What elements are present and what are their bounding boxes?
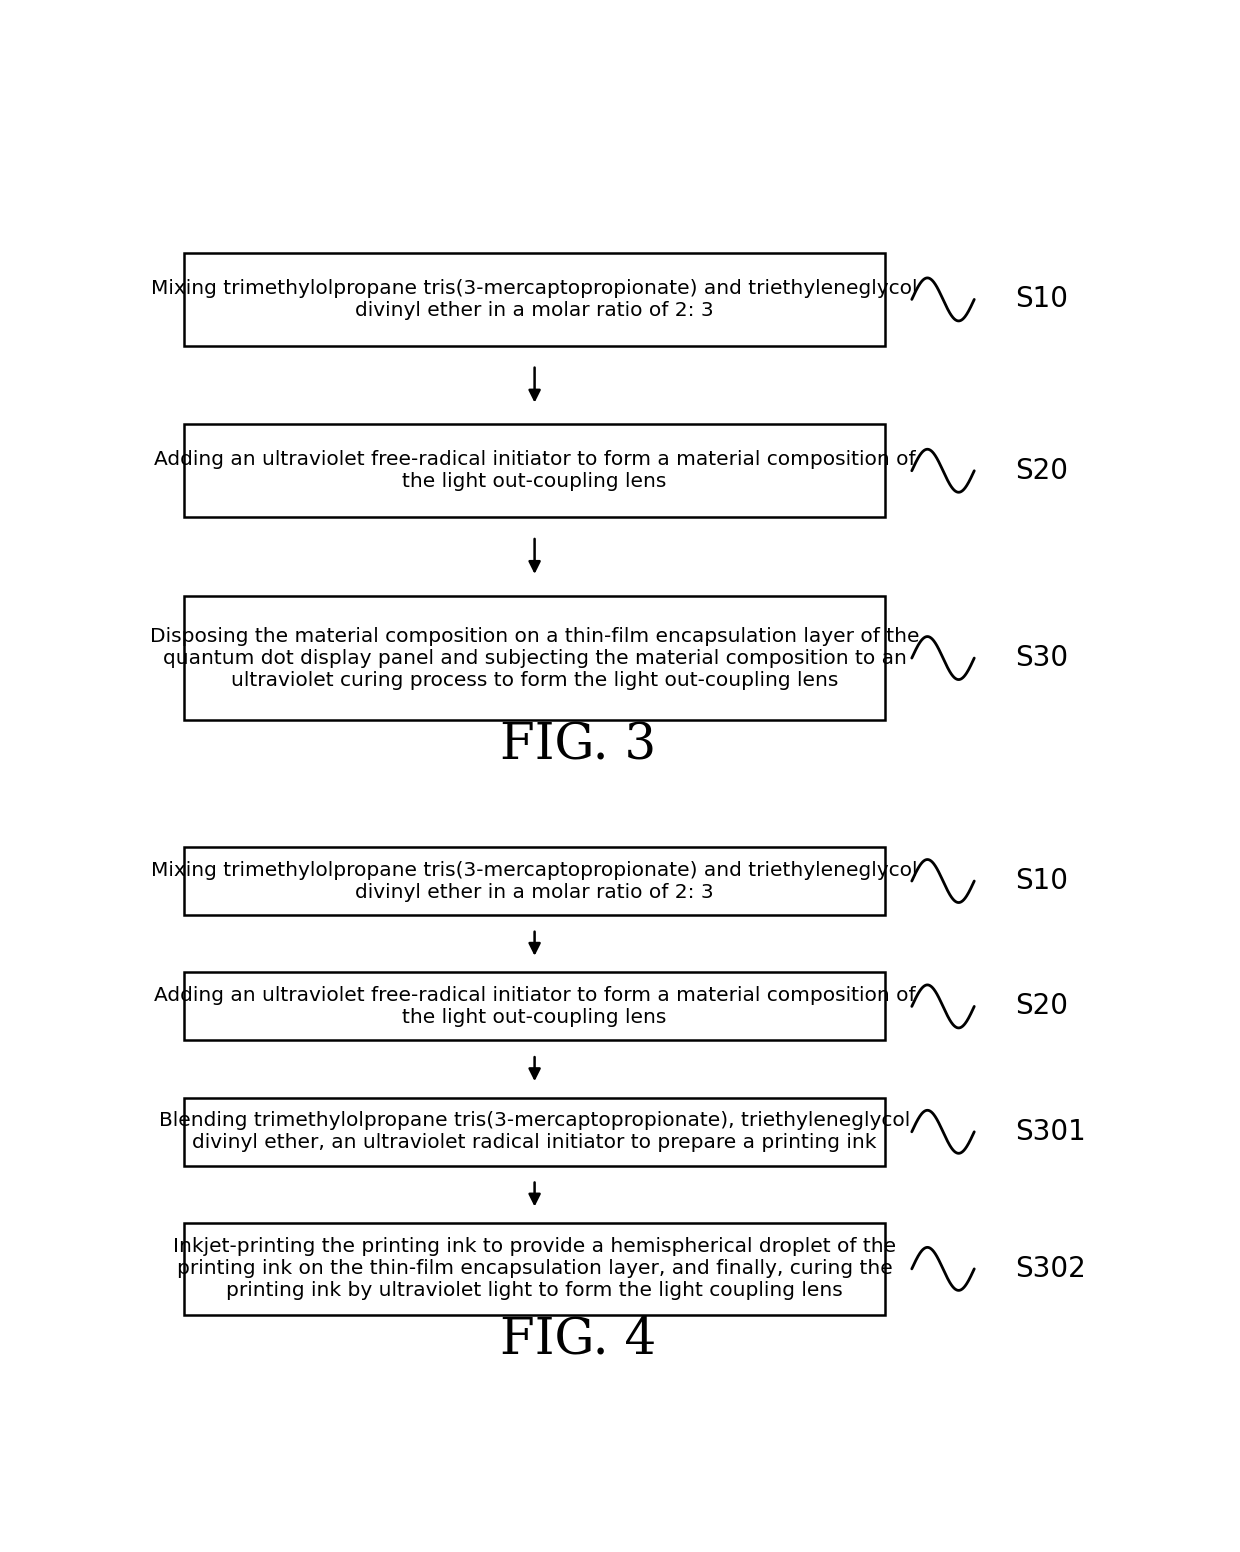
Text: S30: S30 [1016,644,1068,672]
Text: Disposing the material composition on a thin-film encapsulation layer of the
qua: Disposing the material composition on a … [150,627,919,689]
Text: Adding an ultraviolet free-radical initiator to form a material composition of
t: Adding an ultraviolet free-radical initi… [154,986,915,1027]
Text: FIG. 3: FIG. 3 [500,722,656,771]
Text: S10: S10 [1016,286,1068,314]
Bar [184,1097,885,1166]
Text: FIG. 4: FIG. 4 [500,1316,656,1364]
Text: Mixing trimethylolpropane tris(3-mercaptopropionate) and triethyleneglycol
divin: Mixing trimethylolpropane tris(3-mercapt… [151,279,918,320]
Bar [184,596,885,720]
Text: Mixing trimethylolpropane tris(3-mercaptopropionate) and triethyleneglycol
divin: Mixing trimethylolpropane tris(3-mercapt… [151,860,918,902]
Text: S302: S302 [1016,1256,1086,1284]
Text: S20: S20 [1016,456,1068,484]
Bar [184,973,885,1040]
Text: S10: S10 [1016,868,1068,896]
Text: S20: S20 [1016,992,1068,1020]
Bar [184,847,885,916]
Text: Inkjet-printing the printing ink to provide a hemispherical droplet of the
print: Inkjet-printing the printing ink to prov… [174,1237,897,1301]
Bar [184,424,885,517]
Text: Adding an ultraviolet free-radical initiator to form a material composition of
t: Adding an ultraviolet free-radical initi… [154,450,915,492]
Bar [184,1223,885,1315]
Text: S301: S301 [1016,1117,1086,1145]
Bar [184,253,885,346]
Text: Blending trimethylolpropane tris(3-mercaptopropionate), triethyleneglycol
diviny: Blending trimethylolpropane tris(3-merca… [159,1111,910,1152]
